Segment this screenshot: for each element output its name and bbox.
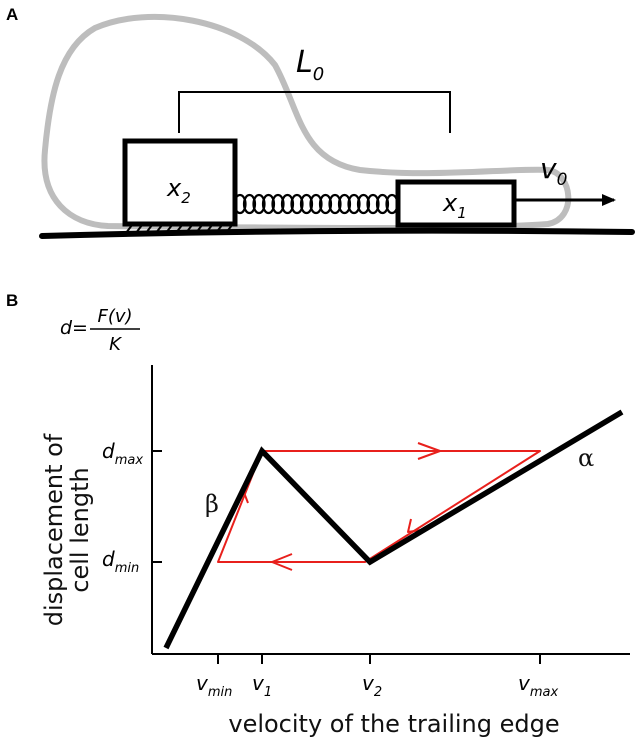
cycle-path [217, 450, 541, 563]
y-tick-label-dmax: dmax [102, 439, 143, 468]
front-block [395, 179, 517, 228]
spring [233, 193, 399, 215]
x-tick-label-v1: v1 [252, 671, 272, 700]
velocity-label: v0 [540, 152, 567, 190]
x-tick-label-vmin: vmin [196, 671, 232, 700]
panel-b-letter: B [6, 291, 18, 310]
panel-b: B d= F(v) K dmax dmin displacement of ce… [6, 291, 630, 738]
cycle-arrow-right [417, 442, 441, 460]
hysteresis-cycle [217, 442, 541, 571]
branch-label-alpha: α [578, 444, 594, 472]
formula-numerator: F(v) [97, 306, 132, 327]
cycle-arrow-down-left [407, 518, 422, 533]
x-tick-label-v2: v2 [362, 671, 382, 700]
x-axis-title: velocity of the trailing edge [228, 710, 559, 738]
front-block-label: x1 [442, 189, 467, 222]
branch-label-beta: β [205, 490, 219, 518]
y-axis-title-line2: cell length [66, 467, 94, 592]
substrate-line [39, 227, 635, 239]
force-velocity-curve [163, 409, 624, 650]
panel-a: A L0 [6, 5, 635, 239]
rear-block-label: x2 [166, 174, 191, 207]
rear-block [122, 138, 238, 227]
y-axis-title-line1: displacement of [40, 433, 68, 626]
x-tick-label-vmax: vmax [518, 671, 558, 700]
formula-denominator: K [109, 334, 122, 355]
rest-length-bracket [178, 91, 451, 133]
rest-length-label: L0 [296, 45, 324, 85]
panel-a-letter: A [6, 5, 18, 24]
cycle-arrow-left [271, 553, 293, 571]
y-tick-label-dmin: dmin [102, 547, 139, 576]
formula-lhs: d= [60, 317, 88, 339]
